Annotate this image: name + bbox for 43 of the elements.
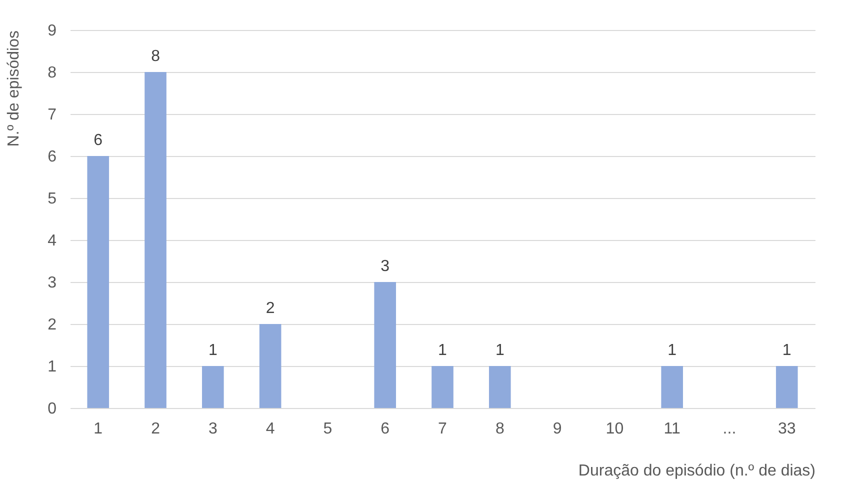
bar <box>259 324 282 408</box>
x-tick-label: 1 <box>94 420 103 438</box>
y-tick-label: 9 <box>48 22 57 40</box>
data-label: 1 <box>438 342 448 359</box>
x-tick-label: 10 <box>606 420 624 438</box>
y-tick-label: 5 <box>48 190 57 208</box>
bar <box>488 366 511 408</box>
x-tick-label: 2 <box>151 420 160 438</box>
x-tick-label: 33 <box>778 420 796 438</box>
x-tick-label: 3 <box>208 420 218 438</box>
y-tick-label: 1 <box>48 358 57 376</box>
x-tick-label: 5 <box>323 420 332 438</box>
data-label: 6 <box>94 132 103 149</box>
x-tick-label: 8 <box>495 420 504 438</box>
y-tick-label: 2 <box>48 316 57 334</box>
x-tick-label: 11 <box>664 420 680 438</box>
bar <box>144 72 166 408</box>
data-label: 8 <box>151 48 160 65</box>
y-tick-label: 3 <box>48 274 57 292</box>
x-tick-label: 7 <box>438 420 448 438</box>
bar <box>432 366 454 408</box>
x-axis-title: Duração do episódio (n.º de dias) <box>578 462 816 480</box>
data-label: 1 <box>495 342 504 359</box>
y-tick-label: 0 <box>48 400 57 418</box>
data-label: 3 <box>380 258 390 275</box>
bar <box>87 156 110 408</box>
y-tick-label: 8 <box>48 64 57 82</box>
data-label: 1 <box>668 342 677 359</box>
y-tick-label: 6 <box>48 148 57 166</box>
x-tick-label: 9 <box>552 420 562 438</box>
y-tick-label: 7 <box>48 106 57 124</box>
data-label: 1 <box>208 342 218 359</box>
data-label: 2 <box>266 300 275 317</box>
y-tick-label: 4 <box>48 232 57 250</box>
data-label: 1 <box>782 342 792 359</box>
bar <box>374 282 396 408</box>
bar <box>661 366 683 408</box>
x-tick-label: 4 <box>266 420 275 438</box>
x-tick-label: 6 <box>380 420 390 438</box>
bar <box>202 366 224 408</box>
y-axis-title: N.º de episódios <box>6 30 23 147</box>
x-tick-label: ... <box>722 420 736 438</box>
bar <box>776 366 798 408</box>
